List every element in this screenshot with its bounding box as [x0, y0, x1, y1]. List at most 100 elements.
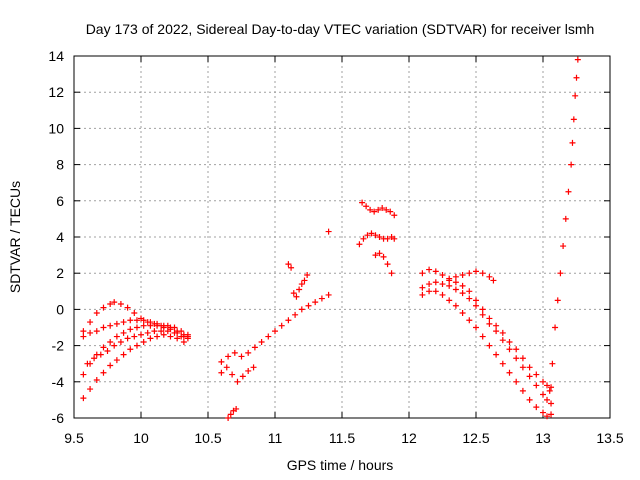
- series-track-e: [84, 328, 191, 367]
- data-point: [544, 396, 551, 403]
- data-point: [384, 261, 391, 268]
- y-tick-label: 0: [56, 301, 64, 317]
- data-point: [154, 333, 161, 340]
- series-track-o: [419, 279, 555, 407]
- data-point: [113, 333, 120, 340]
- y-tick-label: 8: [56, 157, 64, 173]
- data-point: [466, 270, 473, 277]
- y-tick-label: -2: [52, 338, 65, 354]
- data-point: [104, 348, 111, 355]
- data-point: [227, 411, 234, 418]
- data-point: [250, 364, 257, 371]
- data-point: [133, 324, 140, 331]
- series-track-m: [372, 250, 395, 277]
- data-point: [100, 369, 107, 376]
- data-point: [296, 286, 303, 293]
- data-point: [131, 333, 138, 340]
- data-point: [223, 364, 230, 371]
- data-point: [140, 317, 147, 324]
- data-point: [519, 355, 526, 362]
- data-point: [124, 304, 131, 311]
- data-point: [97, 351, 104, 358]
- data-point: [80, 395, 87, 402]
- x-tick-label: 10.5: [194, 430, 221, 446]
- data-point: [479, 270, 486, 277]
- data-point: [133, 317, 140, 324]
- y-tick-label: 6: [56, 193, 64, 209]
- data-point: [151, 328, 158, 335]
- data-point: [100, 304, 107, 311]
- data-point: [486, 273, 493, 280]
- data-point: [120, 319, 127, 326]
- series-track-k: [359, 199, 398, 219]
- data-point: [493, 328, 500, 335]
- data-point: [446, 297, 453, 304]
- data-point: [113, 320, 120, 327]
- data-point: [364, 232, 371, 239]
- data-point: [473, 297, 479, 304]
- data-point: [446, 277, 453, 284]
- data-point: [540, 391, 546, 398]
- data-point: [144, 329, 151, 336]
- data-point: [506, 346, 513, 353]
- data-point: [552, 324, 559, 331]
- data-point: [285, 317, 292, 324]
- y-tick-label: 4: [56, 229, 64, 245]
- data-point: [312, 299, 319, 306]
- data-point: [513, 355, 520, 362]
- data-point: [147, 322, 154, 329]
- data-point: [419, 284, 426, 291]
- data-point: [218, 369, 225, 376]
- data-point: [452, 279, 459, 286]
- data-point: [251, 344, 258, 351]
- data-point: [452, 286, 459, 293]
- data-point: [245, 349, 252, 356]
- data-point: [87, 386, 94, 393]
- ticks: [73, 55, 611, 419]
- data-point: [171, 329, 178, 336]
- data-point: [301, 277, 308, 284]
- data-point: [519, 364, 526, 371]
- data-point: [225, 415, 232, 421]
- y-tick-label: 12: [48, 84, 64, 100]
- data-point: [540, 409, 546, 416]
- y-tick-label: 10: [48, 120, 64, 136]
- data-point: [432, 279, 439, 286]
- data-point: [459, 272, 466, 279]
- data-point: [120, 329, 127, 336]
- data-point: [140, 338, 147, 345]
- x-tick-label: 11.5: [329, 430, 355, 446]
- data-point: [533, 404, 540, 411]
- data-point: [124, 335, 131, 342]
- data-point: [180, 338, 187, 345]
- data-point: [486, 342, 493, 349]
- data-point: [568, 161, 575, 168]
- data-point: [473, 302, 479, 309]
- data-point: [540, 378, 546, 385]
- data-point: [356, 241, 363, 248]
- data-point: [446, 282, 453, 289]
- data-point: [278, 322, 285, 329]
- data-point: [231, 349, 238, 356]
- data-point: [546, 387, 553, 394]
- data-point: [167, 333, 174, 340]
- x-tick-label: 12: [401, 430, 417, 446]
- data-point: [391, 212, 398, 219]
- data-point: [533, 382, 540, 389]
- data-point: [93, 328, 100, 335]
- data-point: [387, 208, 394, 215]
- data-point: [380, 253, 387, 260]
- data-point: [506, 369, 513, 376]
- data-point: [174, 335, 181, 342]
- data-point: [87, 319, 94, 326]
- y-tick-label: 2: [56, 265, 64, 281]
- data-point: [127, 317, 134, 324]
- x-tick-label: 9.5: [64, 430, 84, 446]
- data-point: [117, 338, 124, 345]
- data-point: [298, 281, 305, 288]
- y-axis-label: SDTVAR / TECUs: [7, 181, 23, 293]
- data-point: [107, 338, 114, 345]
- y-tick-label: -4: [52, 374, 65, 390]
- data-point: [569, 139, 576, 146]
- x-tick-label: 13.5: [596, 430, 623, 446]
